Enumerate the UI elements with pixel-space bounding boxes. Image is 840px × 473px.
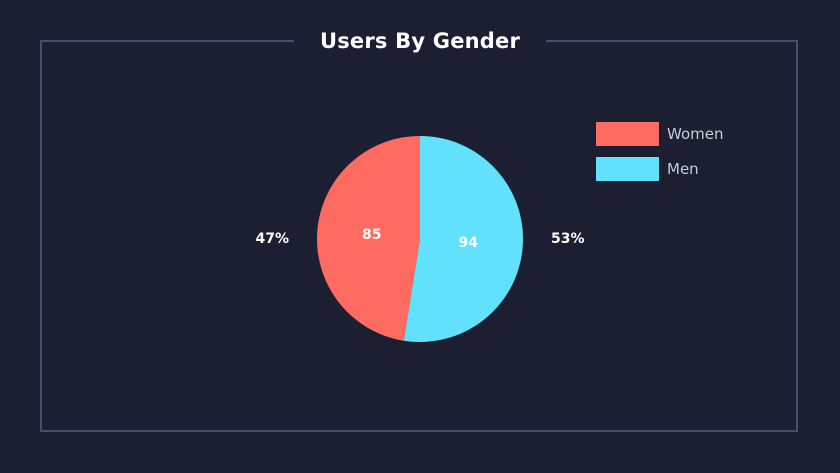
legend-item-women[interactable]: Women <box>596 122 723 146</box>
pie-percent-label-women: 47% <box>255 231 289 247</box>
pie-percent-label-men: 53% <box>551 231 585 247</box>
legend-item-men[interactable]: Men <box>596 157 723 181</box>
chart-legend: Women Men <box>596 122 723 192</box>
pie-slices <box>316 136 523 342</box>
legend-label-men: Men <box>667 160 699 178</box>
pie-value-label-men: 94 <box>459 235 479 251</box>
legend-swatch-women <box>596 122 659 146</box>
legend-label-women: Women <box>667 125 724 143</box>
pie-slice-women[interactable] <box>316 136 420 341</box>
pie-slice-men[interactable] <box>403 136 523 342</box>
chart-title: Users By Gender <box>294 26 546 56</box>
pie-value-label-women: 85 <box>362 227 381 243</box>
legend-swatch-men <box>596 157 659 181</box>
pie-labels: 85 47% 94 53% <box>255 227 584 251</box>
